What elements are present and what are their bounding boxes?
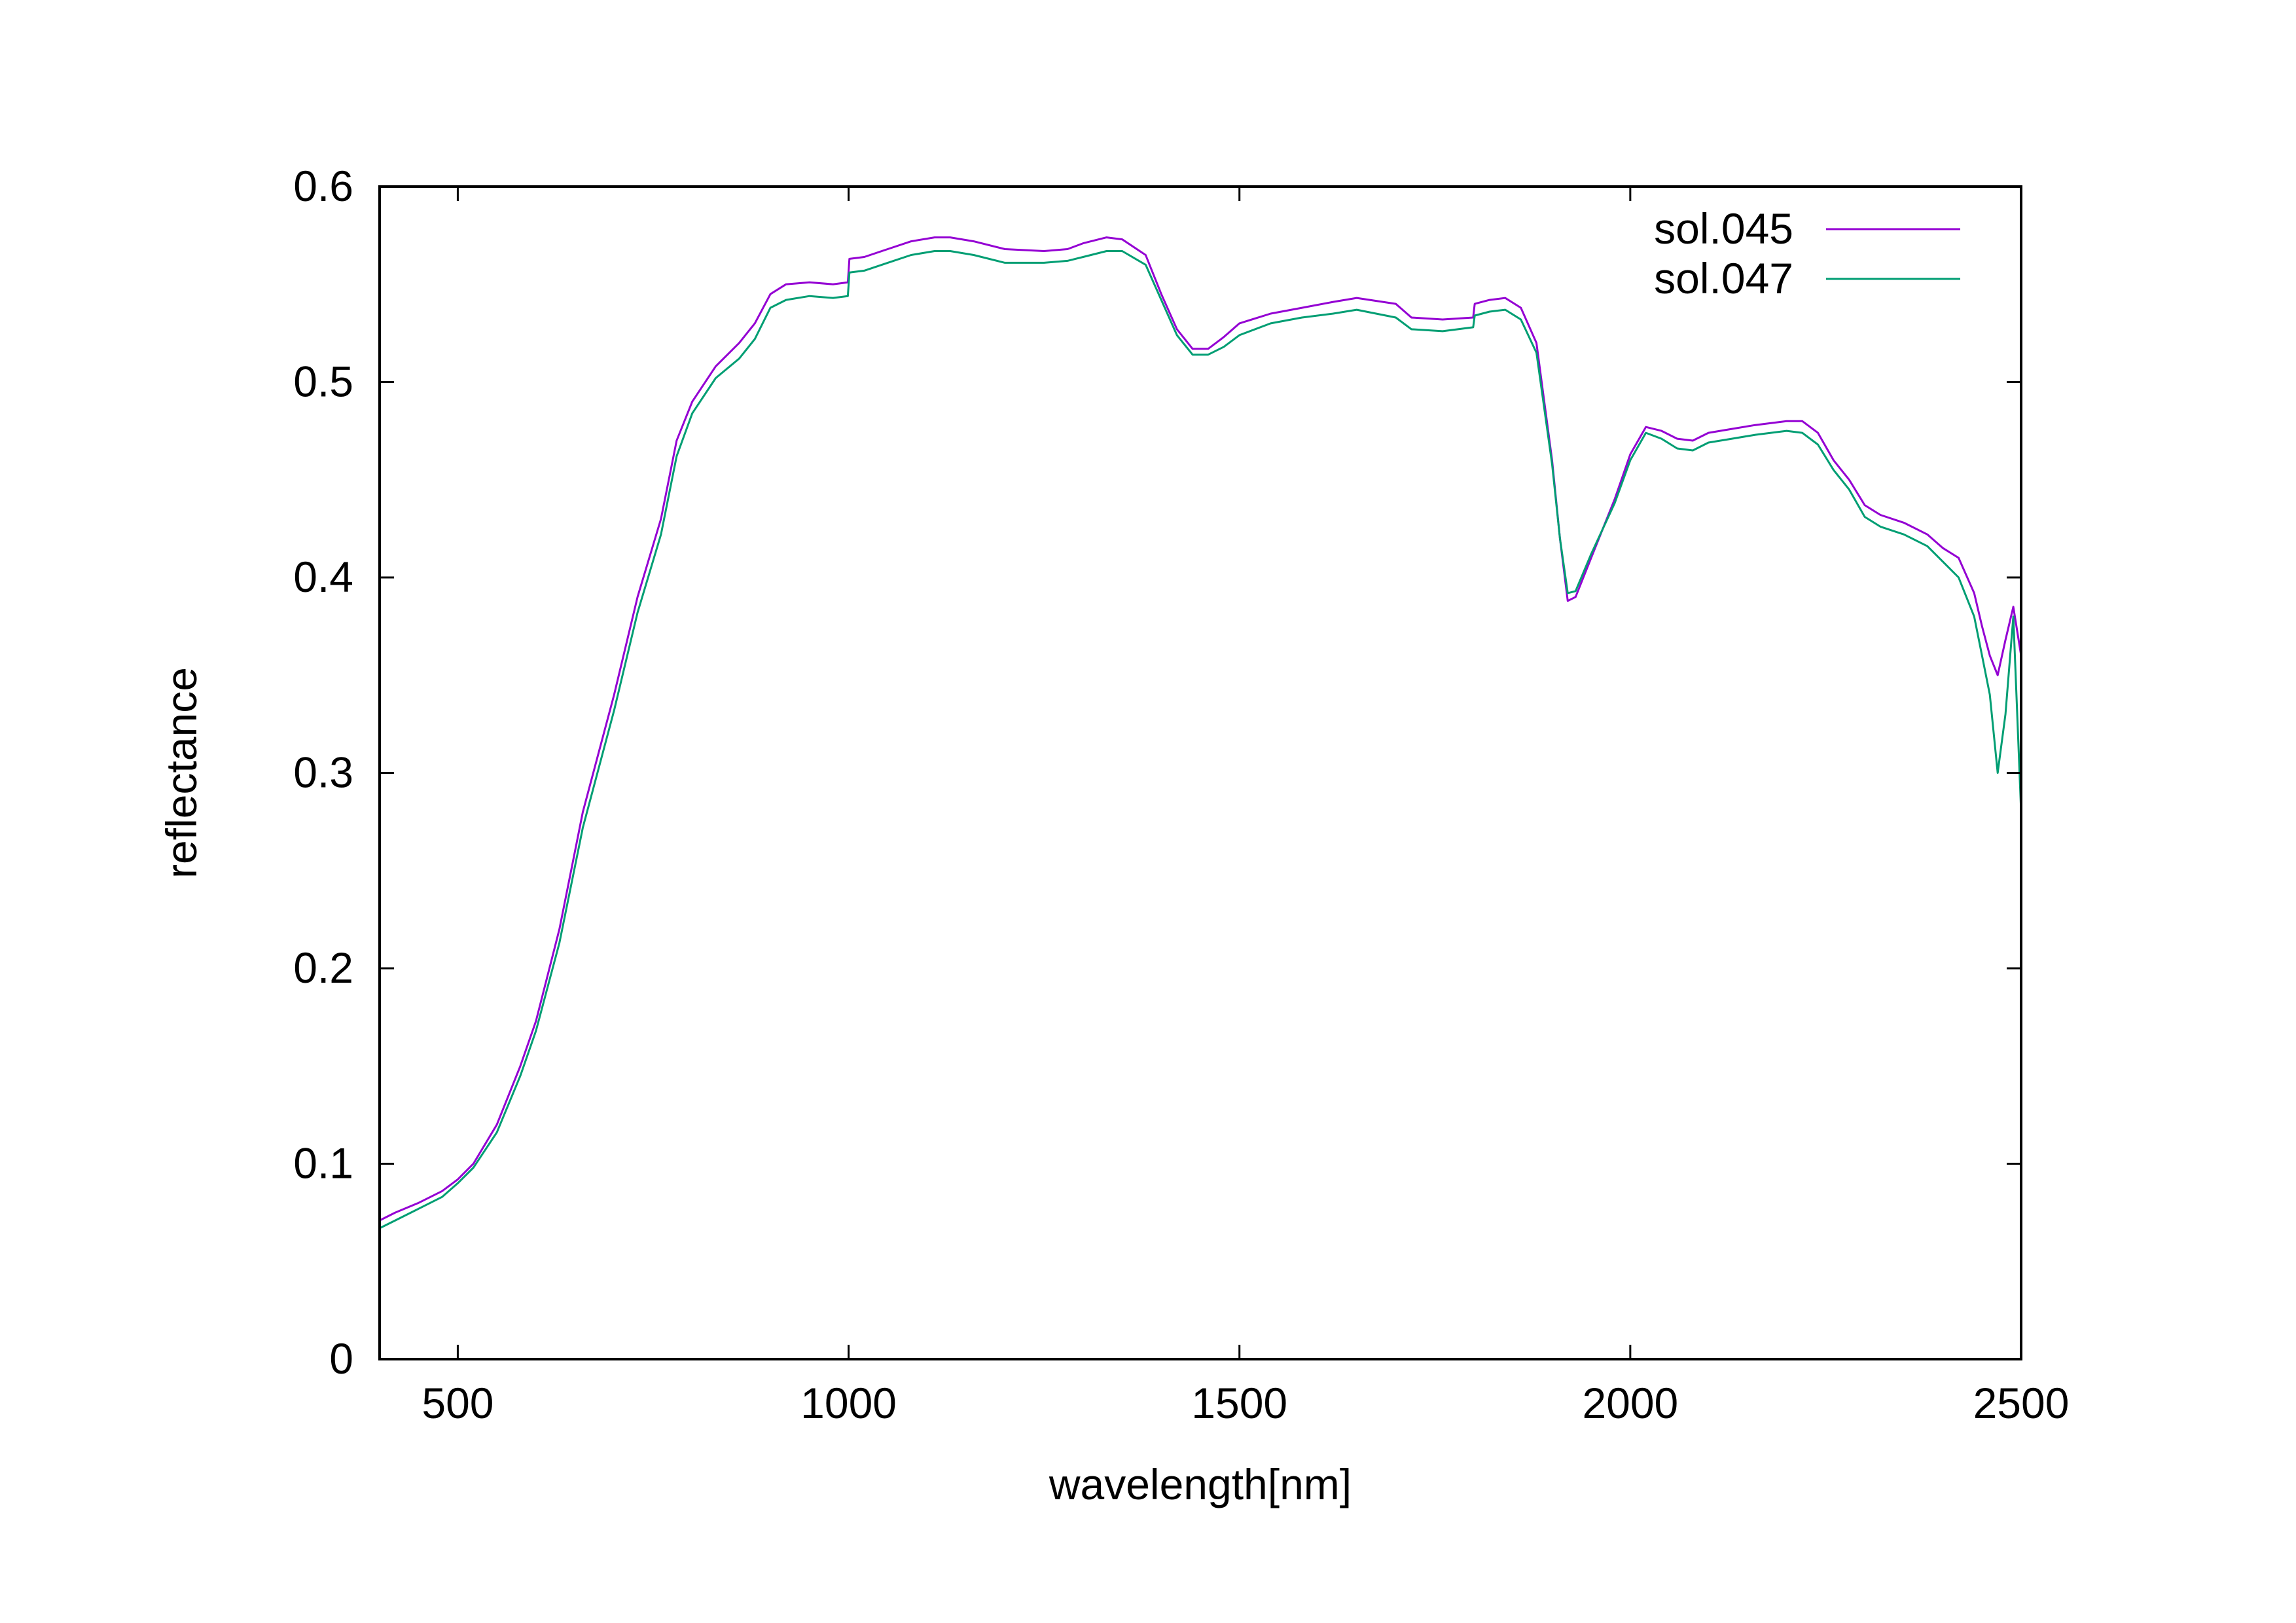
y-tick-label: 0.1 xyxy=(293,1139,353,1188)
y-tick-label: 0.3 xyxy=(293,748,353,797)
series-line-sol-047 xyxy=(379,250,2022,1230)
y-tick-label: 0.2 xyxy=(293,943,353,992)
x-tick-label: 2500 xyxy=(1973,1379,2070,1427)
legend: sol.045 sol.047 xyxy=(1654,204,1960,302)
legend-label-sol-047: sol.047 xyxy=(1654,254,1793,302)
y-tick-label: 0.4 xyxy=(293,553,353,601)
x-tick-label: 2000 xyxy=(1582,1379,1678,1427)
plot-frame xyxy=(378,185,2022,1360)
ticks-layer xyxy=(380,185,2022,1360)
tick-labels-layer: 500 1000 1500 2000 2500 0 0.1 0.2 0.3 0.4 0.5 0.6 xyxy=(293,162,2069,1427)
y-tick-label: 0.6 xyxy=(293,162,353,210)
y-tick-label: 0.5 xyxy=(293,357,353,406)
x-tick-label: 1000 xyxy=(800,1379,897,1427)
x-tick-label: 500 xyxy=(422,1379,493,1427)
y-tick-label: 0 xyxy=(329,1334,353,1383)
series-line-sol-045 xyxy=(379,236,2022,1222)
x-axis-title: wavelength[nm] xyxy=(1049,1460,1352,1508)
y-axis-title: reflectance xyxy=(157,667,206,879)
series-layer xyxy=(379,236,2022,1230)
x-tick-label: 1500 xyxy=(1191,1379,1287,1427)
legend-label-sol-045: sol.045 xyxy=(1654,204,1793,253)
